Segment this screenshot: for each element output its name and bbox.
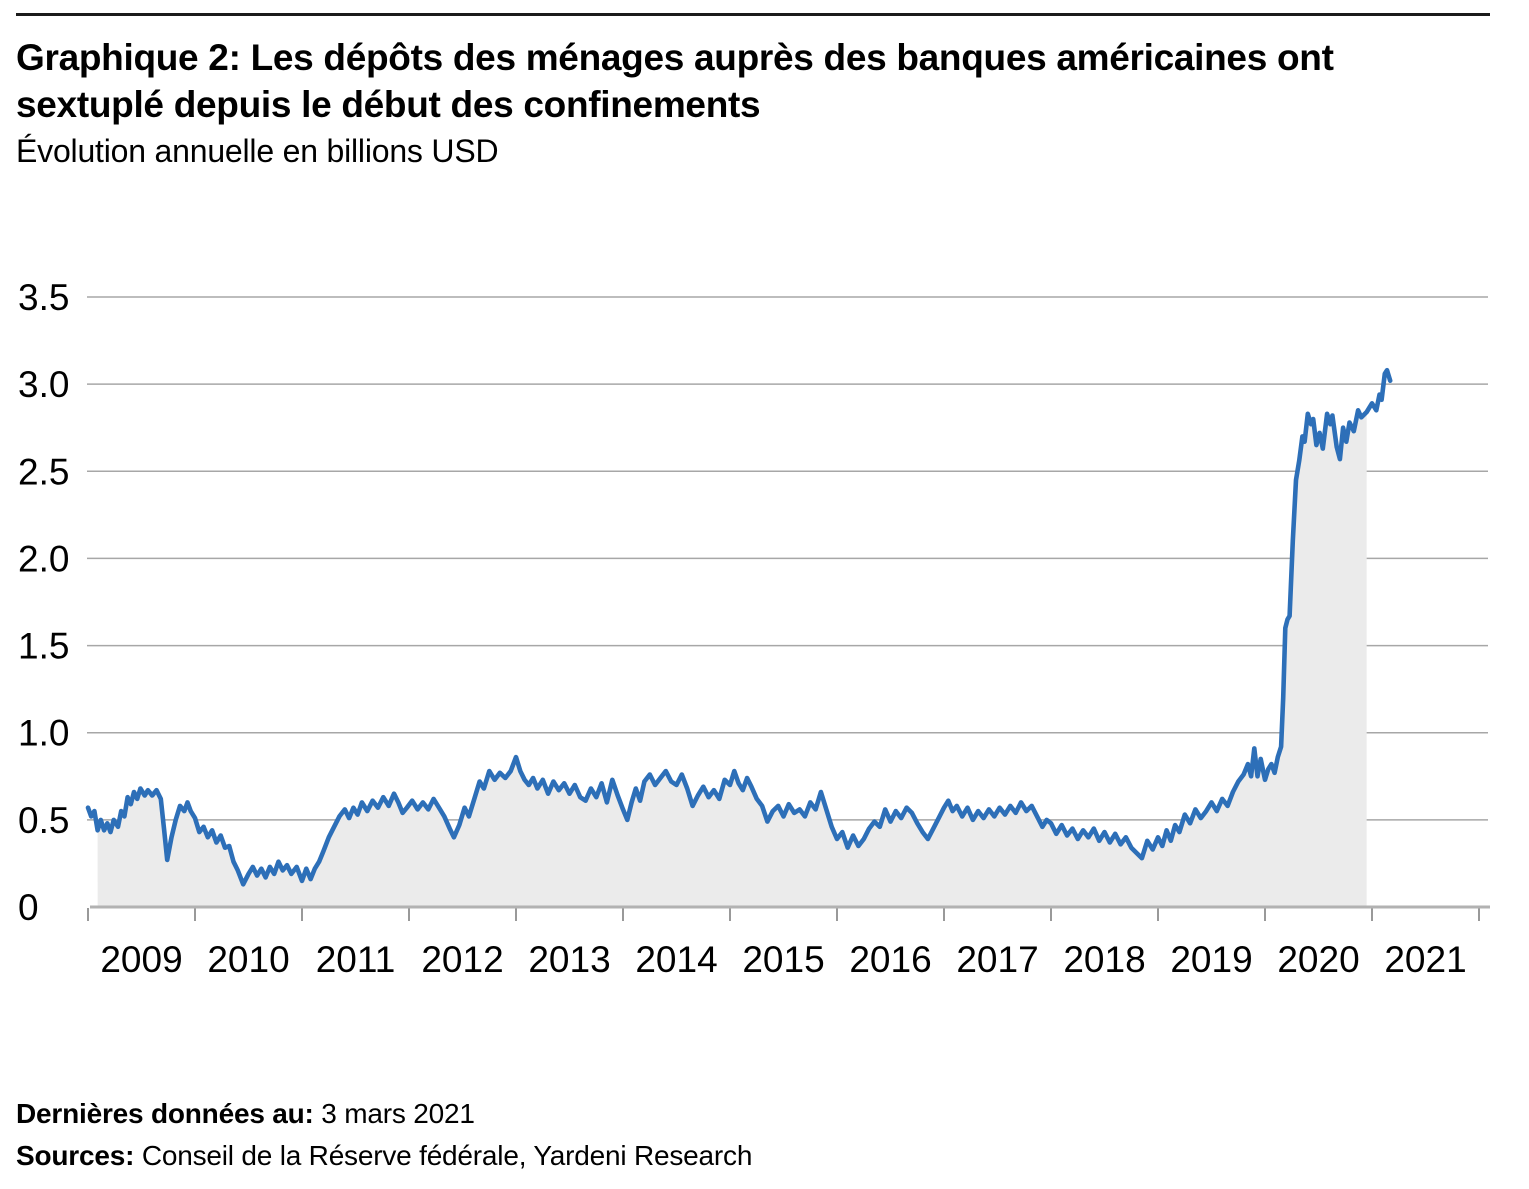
x-tick-label: 2014: [635, 939, 717, 980]
y-tick-label: 0.5: [18, 800, 69, 841]
footer-sources: Sources: Conseil de la Réserve fédérale,…: [16, 1140, 752, 1172]
footer-last-data-value: 3 mars 2021: [313, 1098, 475, 1129]
y-tick-label: 2.5: [18, 451, 69, 492]
y-tick-label: 2.0: [18, 538, 69, 579]
chart-subtitle: Évolution annuelle en billions USD: [16, 133, 499, 169]
chart-title: Graphique 2: Les dépôts des ménages aupr…: [16, 34, 1334, 128]
y-tick-label: 3.0: [18, 364, 69, 405]
footer-sources-value: Conseil de la Réserve fédérale, Yardeni …: [134, 1140, 753, 1171]
x-tick-label: 2012: [421, 939, 503, 980]
x-tick-label: 2017: [956, 939, 1038, 980]
x-tick-label: 2015: [742, 939, 824, 980]
x-tick-label: 2009: [100, 939, 182, 980]
footer-last-data-label: Dernières données au:: [16, 1098, 314, 1129]
chart-title-line-1: Graphique 2: Les dépôts des ménages aupr…: [16, 37, 1334, 78]
y-tick-label: 0: [18, 887, 39, 928]
x-tick-label: 2020: [1277, 939, 1359, 980]
x-tick-label: 2010: [207, 939, 289, 980]
top-rule: [16, 13, 1490, 16]
x-tick-label: 2011: [316, 939, 396, 980]
x-tick-label: 2018: [1063, 939, 1145, 980]
deposits-series-line: [85, 367, 1393, 887]
x-tick-label: 2021: [1384, 939, 1466, 980]
x-tick-label: 2016: [849, 939, 931, 980]
footer-sources-label: Sources:: [16, 1140, 135, 1171]
y-tick-label: 3.5: [18, 277, 69, 318]
y-tick-label: 1.0: [18, 713, 69, 754]
chart-title-line-2: sextuplé depuis le début des confinement…: [16, 84, 761, 125]
footer-last-data: Dernières données au: 3 mars 2021: [16, 1098, 475, 1130]
x-tick-label: 2019: [1170, 939, 1252, 980]
y-tick-label: 1.5: [18, 626, 69, 667]
area-fill: [97, 410, 1367, 907]
x-tick-label: 2013: [528, 939, 610, 980]
